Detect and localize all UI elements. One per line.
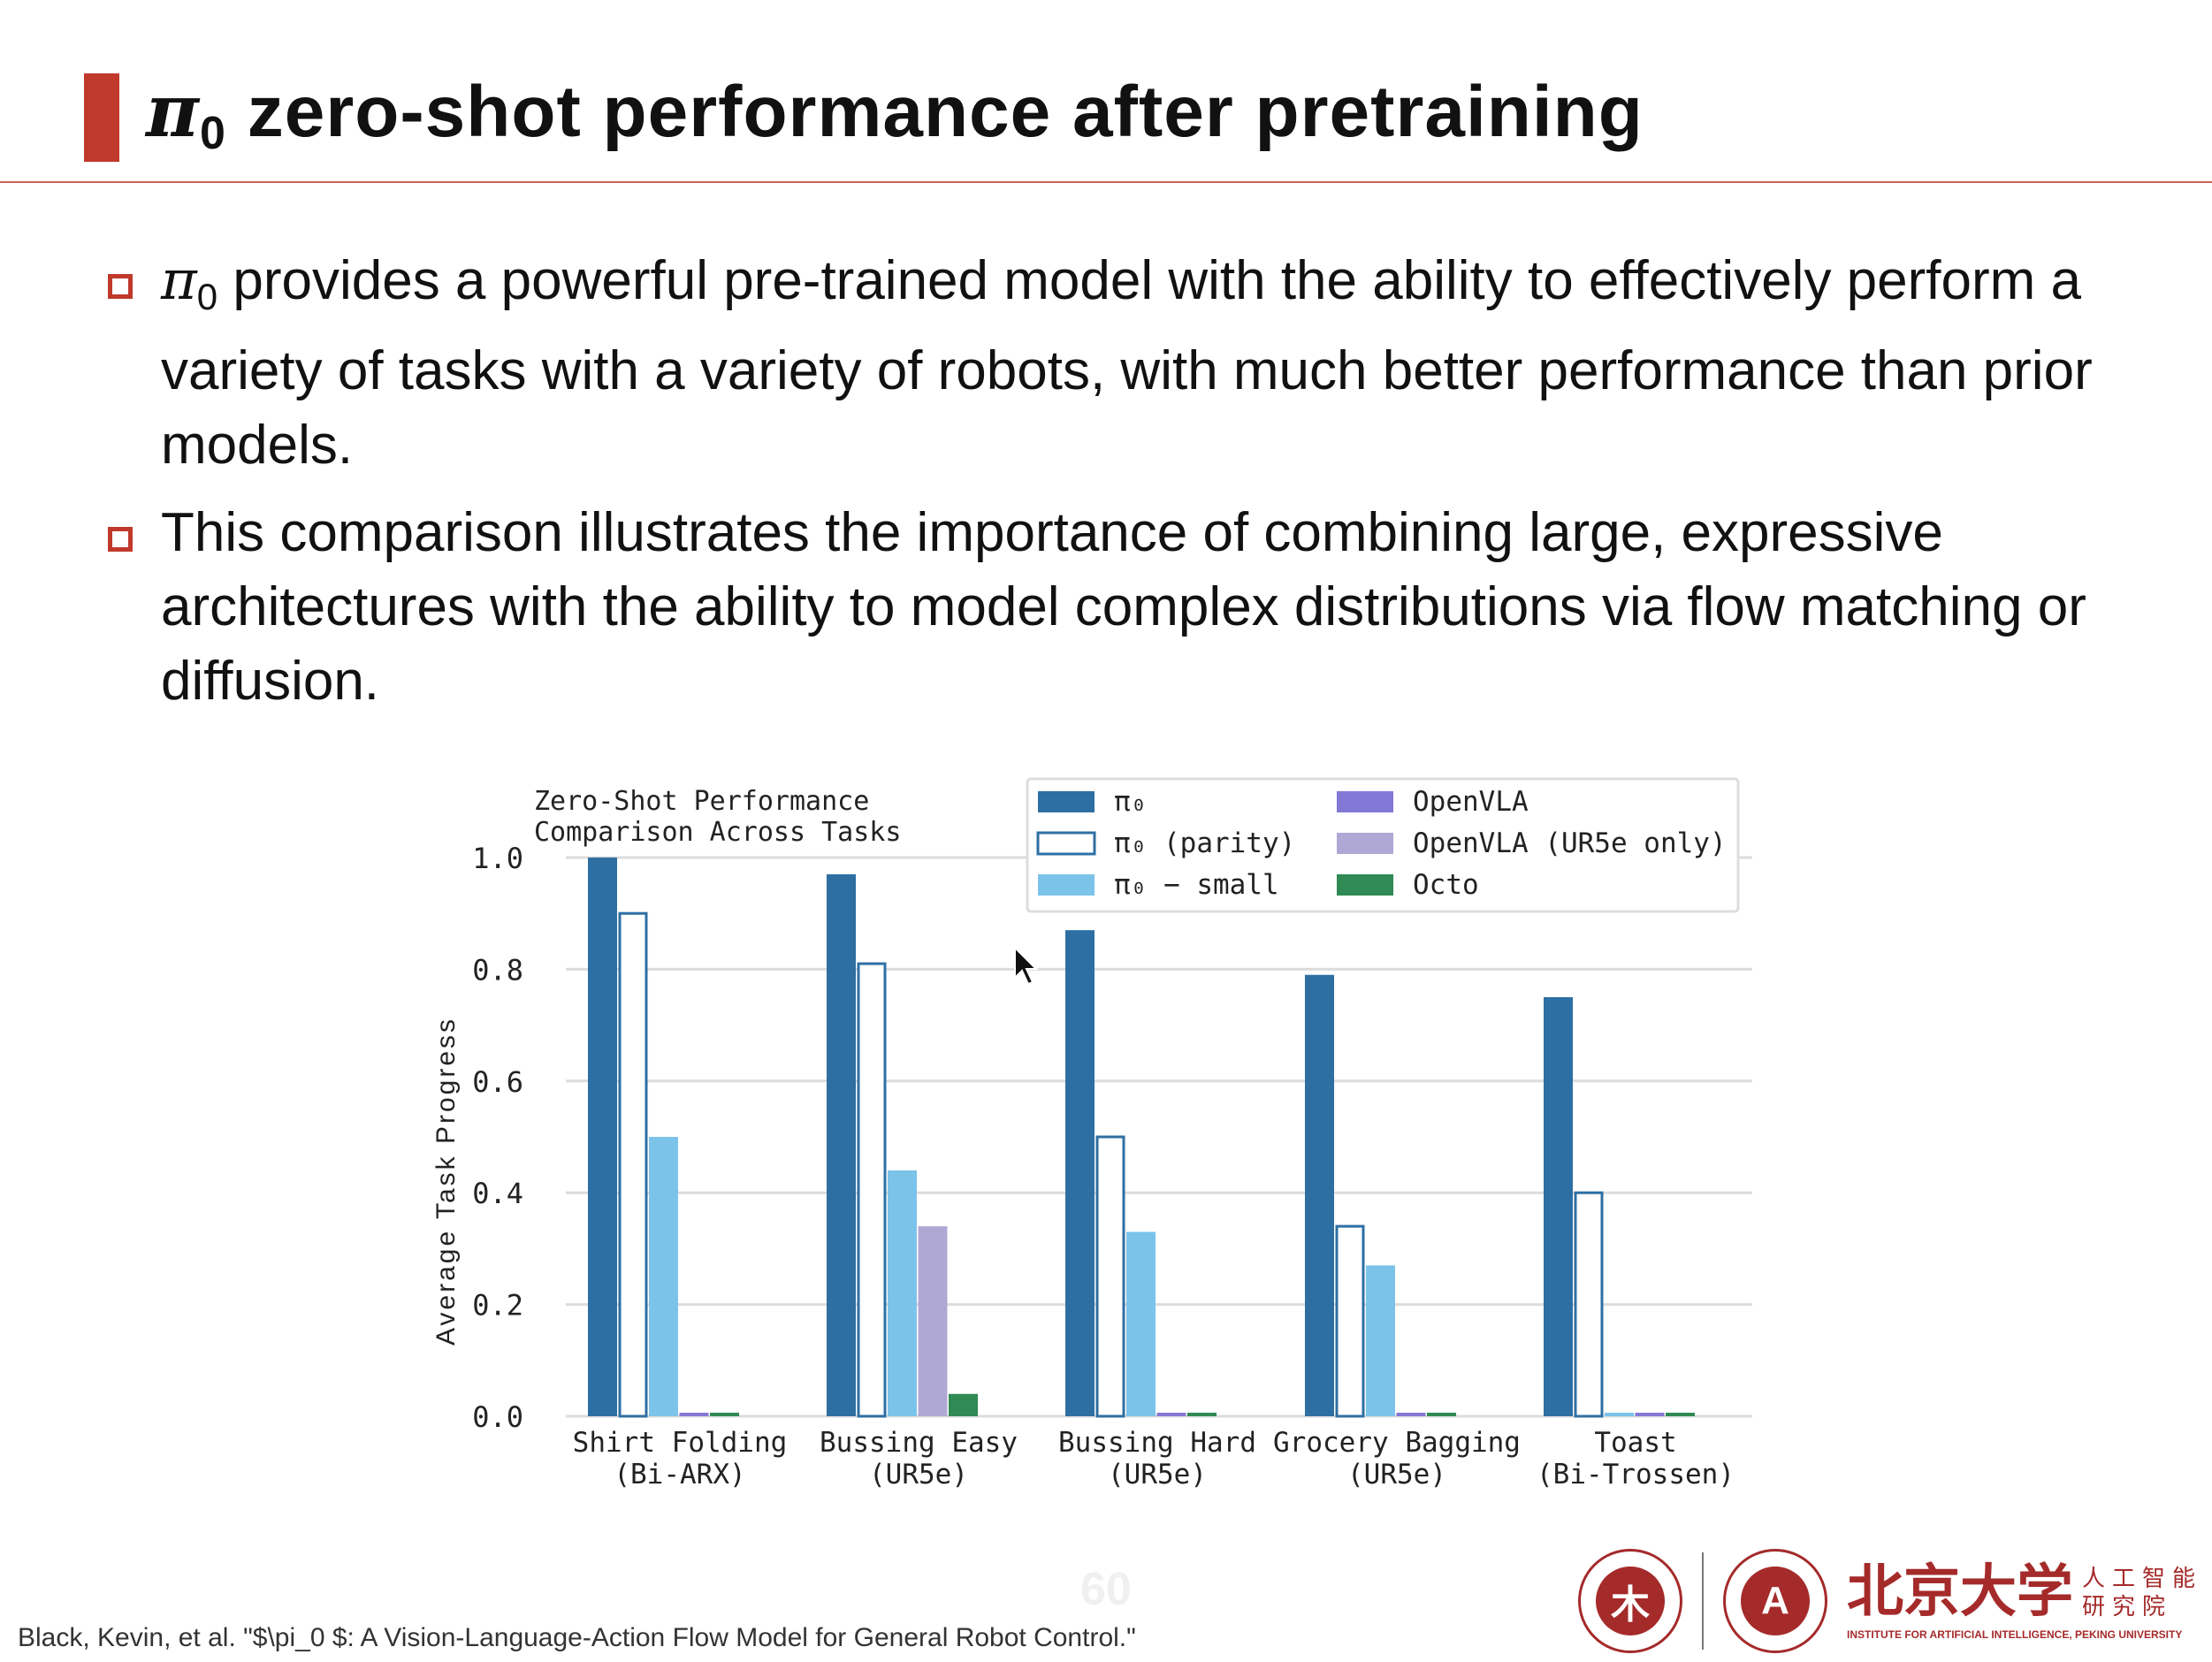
legend-label: π₀: [1114, 786, 1147, 818]
title-text: zero-shot performance after pretraining: [247, 72, 1644, 152]
legend-label: OpenVLA (UR5e only): [1413, 827, 1727, 859]
bullet-pi-symbol: π: [161, 248, 197, 312]
bar--0: [1544, 997, 1573, 1416]
bar--0: [1065, 930, 1095, 1416]
bar-octo: [949, 1393, 978, 1416]
legend-swatch: [1337, 791, 1393, 812]
bar-openvla: [1396, 1413, 1426, 1416]
bar-octo: [1666, 1413, 1695, 1416]
legend-swatch: [1038, 874, 1095, 896]
institute-cn-line2: 研究院: [2082, 1593, 2173, 1620]
legend-label: Octo: [1413, 869, 1479, 901]
bullet-square-icon: [108, 527, 133, 552]
chart-title-line: Comparison Across Tasks: [534, 817, 901, 848]
legend-label: π₀ (parity): [1114, 827, 1295, 859]
bar--0-small: [1366, 1265, 1395, 1416]
y-tick-label: 0.4: [472, 1177, 523, 1210]
bar--0-parity-: [1335, 1224, 1365, 1418]
bullet-square-icon: [108, 274, 133, 299]
institute-name-en: INSTITUTE FOR ARTIFICIAL INTELLIGENCE, P…: [1847, 1628, 2183, 1641]
logo-divider: [1702, 1552, 1704, 1650]
bullet-subscript: 0: [196, 276, 218, 317]
x-tick-label: Shirt Folding: [573, 1427, 788, 1459]
bullet-text: This comparison illustrates the importan…: [161, 502, 2086, 712]
y-tick-label: 1.0: [472, 842, 523, 875]
bar-openvla: [1156, 1413, 1186, 1416]
x-tick-label: Bussing Hard: [1058, 1427, 1256, 1459]
x-tick-label: Grocery Bagging: [1273, 1427, 1521, 1459]
pku-logo: 木 A 北京大学 人工智能 研究院 INSTITUTE FOR ARTIFICIA…: [1578, 1549, 2202, 1653]
pku-name-cn: 北京大学: [1847, 1559, 2073, 1625]
bar-openvla: [679, 1413, 709, 1416]
slide-title: π0 zero-shot performance after pretraini…: [146, 69, 1644, 160]
x-tick-label: (UR5e): [1108, 1459, 1207, 1490]
legend-swatch: [1036, 831, 1096, 856]
bar--0-parity-: [857, 962, 887, 1418]
pku-seal-icon: 木: [1578, 1549, 1682, 1653]
page-number: 60: [1080, 1564, 1132, 1615]
bar--0-small: [1126, 1231, 1156, 1416]
bullet-text: provides a powerful pre-trained model wi…: [161, 250, 2093, 476]
bar-octo: [1427, 1413, 1456, 1416]
bar-openvla-ur5e-only-: [918, 1226, 948, 1416]
bar--0-parity-: [1574, 1191, 1604, 1418]
citation: Black, Kevin, et al. "$\pi_0 $: A Vision…: [18, 1623, 1136, 1652]
legend-label: OpenVLA: [1413, 786, 1529, 818]
title-accent-bar: [84, 73, 119, 162]
legend-swatch: [1038, 791, 1095, 812]
x-tick-label: Toast: [1594, 1427, 1676, 1459]
bar-openvla: [1635, 1413, 1665, 1416]
x-tick-label: (Bi-ARX): [614, 1459, 745, 1490]
y-tick-label: 0.2: [472, 1289, 523, 1323]
legend-label: π₀ − small: [1114, 869, 1279, 901]
x-tick-label: Bussing Easy: [820, 1427, 1018, 1459]
x-tick-label: (UR5e): [869, 1459, 968, 1490]
title-divider: [0, 181, 2212, 183]
bullet-2: This comparison illustrates the importan…: [161, 496, 2150, 719]
ai-institute-seal-icon: A: [1723, 1549, 1827, 1653]
bar--0-parity-: [1095, 1135, 1125, 1418]
y-tick-label: 0.6: [472, 1065, 523, 1099]
y-tick-label: 0.8: [472, 953, 523, 987]
institute-name-cn: 人工智能 研究院: [2082, 1564, 2202, 1620]
logo-text-block: 北京大学 人工智能 研究院 INSTITUTE FOR ARTIFICIAL IN…: [1847, 1560, 2202, 1642]
bar--0: [1305, 974, 1334, 1416]
bar--0-small: [1605, 1413, 1634, 1416]
y-axis-label: Average Task Progress: [431, 1017, 461, 1346]
mouse-cursor-icon: [1014, 945, 1039, 986]
x-tick-label: (Bi-Trossen): [1537, 1459, 1735, 1490]
bar--0-small: [888, 1170, 917, 1416]
institute-cn-line1: 人工智能: [2082, 1565, 2203, 1591]
title-subscript: 0: [200, 108, 226, 159]
legend-swatch: [1337, 874, 1393, 896]
bar--0-small: [649, 1137, 678, 1416]
bar-octo: [1187, 1413, 1217, 1416]
chart-title-line: Zero-Shot Performance: [534, 786, 869, 817]
bar--0: [588, 858, 617, 1416]
bar--0: [827, 873, 856, 1416]
bar--0-parity-: [618, 911, 648, 1418]
x-tick-label: (UR5e): [1347, 1459, 1446, 1490]
bullet-1: π0 provides a powerful pre-trained model…: [161, 243, 2106, 483]
legend-swatch: [1337, 833, 1393, 854]
y-tick-label: 0.0: [472, 1400, 523, 1434]
title-pi-symbol: π: [146, 69, 201, 154]
bar-octo: [710, 1413, 739, 1416]
